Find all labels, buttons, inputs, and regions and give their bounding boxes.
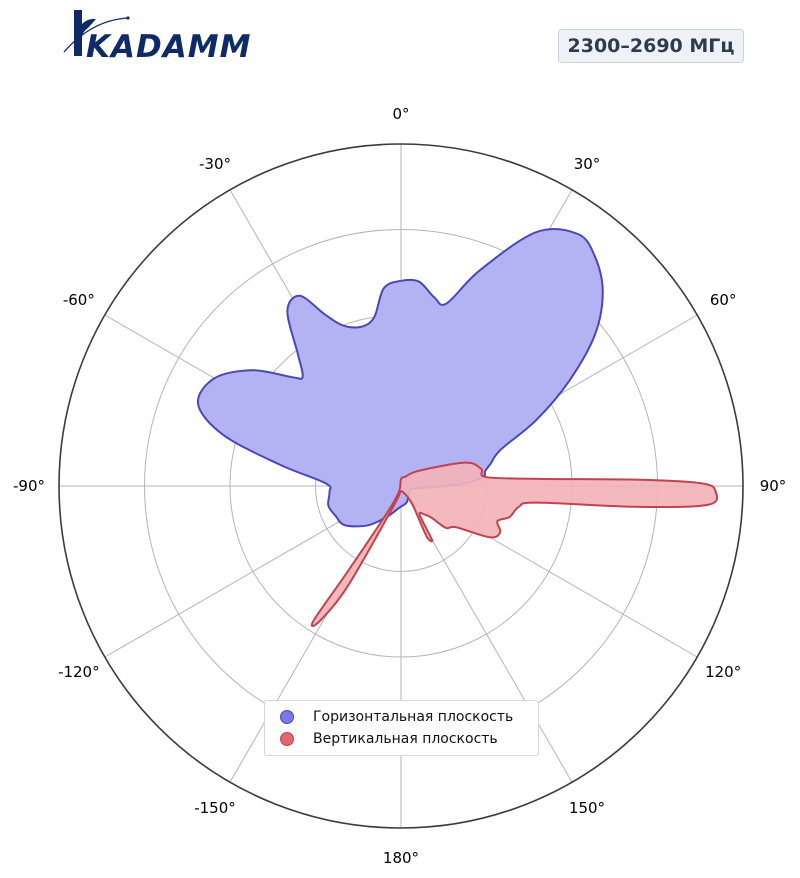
logo-swoosh	[63, 17, 129, 53]
legend-label-vertical: Вертикальная плоскость	[313, 731, 498, 747]
theta-tick-label: 150°	[569, 799, 605, 817]
theta-tick-label: 30°	[574, 155, 601, 173]
theta-tick-label: 180°	[383, 849, 419, 867]
series-vertical-area	[310, 461, 719, 628]
theta-tick-label: 60°	[710, 291, 737, 309]
logo-mark	[74, 10, 96, 56]
legend-item-vertical: Вертикальная плоскость	[280, 728, 538, 750]
theta-tick-label: 90°	[760, 477, 787, 495]
legend: Горизонтальная плоскость Вертикальная пл…	[264, 700, 539, 756]
theta-tick-label: 120°	[705, 663, 741, 681]
legend-item-horizontal: Горизонтальная плоскость	[280, 706, 538, 728]
legend-marker-horizontal	[280, 710, 294, 724]
theta-tick-labels: 0° 30° 60° 90° 120° 150° 180° -150° -120° -90° -60…	[13, 105, 786, 867]
series-horizontal-area	[196, 228, 604, 528]
logo-wordmark: KADAMM	[86, 29, 251, 62]
series-layer	[196, 228, 719, 628]
theta-tick-label: -120°	[58, 663, 100, 681]
theta-tick-label: -30°	[199, 155, 231, 173]
legend-label-horizontal: Горизонтальная плоскость	[313, 709, 514, 725]
theta-tick-label: 0°	[392, 105, 409, 123]
theta-tick-label: -60°	[63, 291, 95, 309]
theta-tick-label: -90°	[13, 477, 45, 495]
legend-marker-vertical	[280, 732, 294, 746]
polar-frame	[58, 143, 744, 829]
kadamm-logo: KADAMM	[63, 10, 251, 62]
theta-tick-label: -150°	[194, 799, 236, 817]
frequency-badge: 2300–2690 МГц	[558, 29, 744, 63]
